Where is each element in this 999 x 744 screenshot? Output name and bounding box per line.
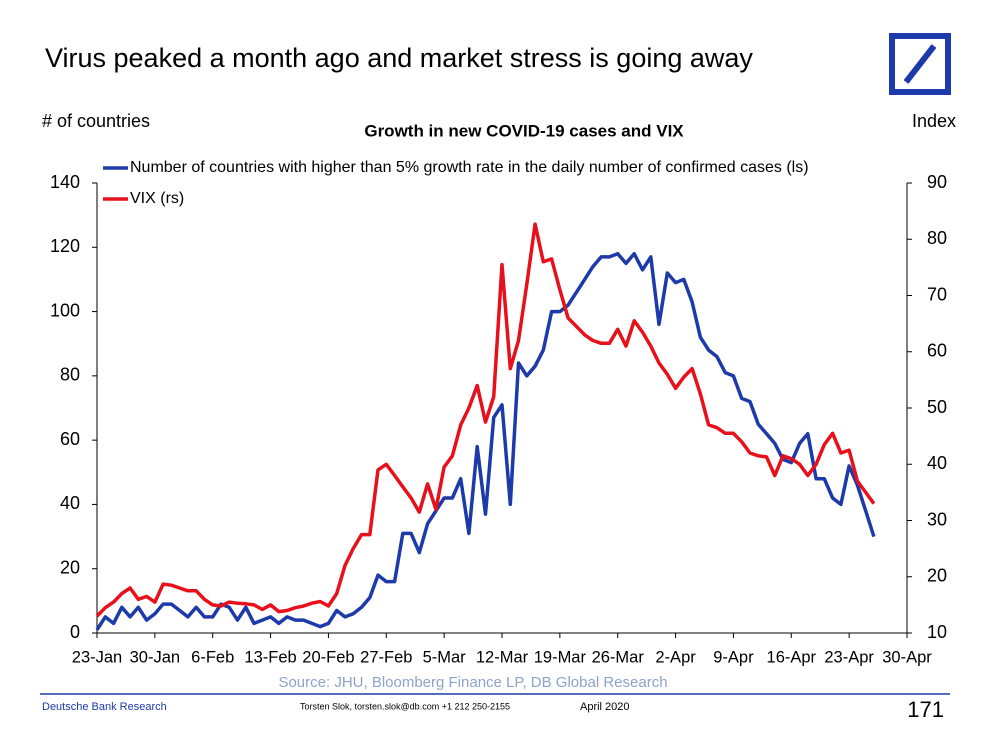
page-number: 171 [907,697,944,722]
x-tick-label: 5-Mar [423,648,467,666]
y-axis-label: # of countries [42,111,150,131]
y2-tick-label: 20 [927,566,947,586]
logo [889,33,951,95]
y2-axis-label: Index [912,111,956,131]
y-tick-label: 0 [70,622,80,642]
x-tick-label: 16-Apr [767,648,817,666]
x-tick-label: 23-Jan [72,648,122,666]
y-tick-label: 20 [60,557,80,577]
y2-tick-label: 60 [927,341,947,361]
y-tick-label: 60 [60,429,80,449]
x-tick-label: 20-Feb [302,648,354,666]
y-tick-label: 100 [50,300,80,320]
y2-tick-label: 70 [927,284,947,304]
legend-label: VIX (rs) [130,190,184,207]
y2-tick-label: 10 [927,622,947,642]
x-tick-label: 2-Apr [655,648,696,666]
x-tick-label: 30-Apr [882,648,932,666]
x-tick-label: 6-Feb [191,648,234,666]
x-tick-label: 26-Mar [592,648,645,666]
series-line [95,251,876,631]
y2-tick-label: 80 [927,228,947,248]
legend-label: Number of countries with higher than 5% … [130,159,809,176]
footer-left: Deutsche Bank Research [42,701,167,713]
y-tick-label: 80 [60,365,80,385]
y2-tick-label: 50 [927,397,947,417]
x-tick-label: 13-Feb [244,648,296,666]
x-tick-label: 23-Apr [824,648,874,666]
y2-tick-label: 90 [927,172,947,192]
y2-tick-label: 30 [927,509,947,529]
y-tick-label: 40 [60,493,80,513]
chart-subtitle: Growth in new COVID-19 cases and VIX [364,121,684,140]
chart-title: Virus peaked a month ago and market stre… [45,43,753,73]
footer-author: Torsten Slok, torsten.slok@db.com +1 212… [300,701,510,711]
x-tick-label: 30-Jan [130,648,180,666]
y-tick-label: 140 [50,172,80,192]
footer-date: April 2020 [580,701,630,713]
series-line [95,222,876,618]
source: Source: JHU, Bloomberg Finance LP, DB Gl… [278,674,667,691]
x-tick-label: 19-Mar [534,648,587,666]
x-tick-label: 12-Mar [476,648,529,666]
x-tick-label: 27-Feb [360,648,412,666]
y2-tick-label: 40 [927,453,947,473]
y-tick-label: 120 [50,236,80,256]
x-tick-label: 9-Apr [713,648,754,666]
